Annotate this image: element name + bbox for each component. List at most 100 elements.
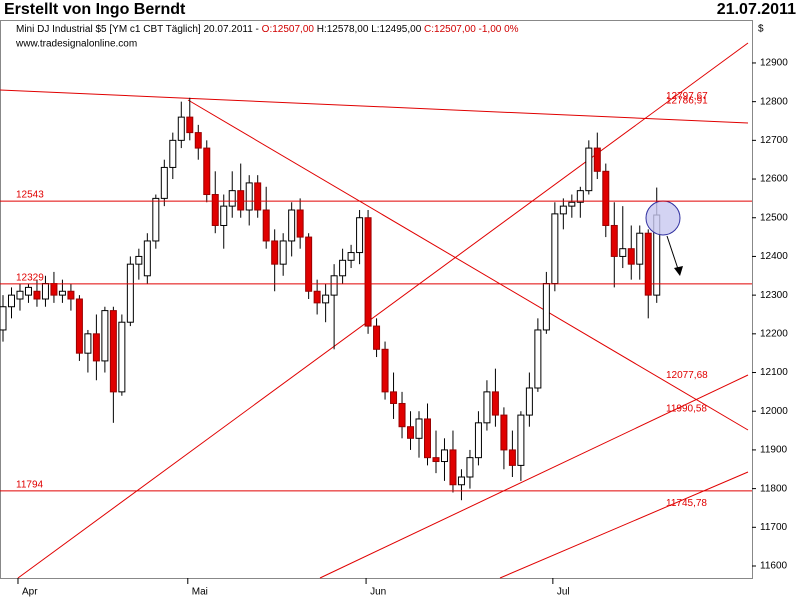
y-tick-label: 11600 — [760, 561, 788, 572]
candle-body — [220, 205, 228, 226]
candle-body — [602, 170, 610, 226]
candle-body — [279, 240, 287, 265]
candle-body — [347, 252, 355, 261]
trend-label: 11990,58 — [666, 404, 707, 415]
trendline — [499, 471, 749, 579]
plot-area — [0, 20, 753, 579]
info: Mini DJ Industrial $5 [YM c1 CBT Täglich… — [15, 24, 519, 50]
author: Erstellt von Ingo Berndt — [4, 1, 186, 18]
y-tick-label: 12900 — [760, 58, 788, 69]
candle-body — [619, 248, 627, 257]
trend-label: 11745,78 — [666, 498, 707, 509]
candle-body — [466, 457, 474, 478]
quote-open: O:12507,00 — [262, 24, 315, 35]
candle-body — [610, 224, 618, 257]
candle-body — [16, 290, 24, 300]
candle-body — [135, 255, 143, 265]
candle-body — [381, 348, 389, 393]
candle-body — [483, 391, 491, 424]
candle-body — [271, 240, 279, 265]
candle-body — [152, 197, 160, 242]
candle-body — [262, 209, 270, 242]
candle-body — [0, 306, 7, 331]
trend-label: 12797,67 — [666, 91, 708, 102]
candle-body — [126, 263, 134, 323]
candle-body — [58, 290, 66, 296]
candle-body — [203, 147, 211, 196]
y-tick-label: 11700 — [760, 522, 788, 533]
candle-body — [491, 391, 499, 416]
candle-body — [415, 418, 423, 439]
y-tick-label: 12100 — [760, 367, 788, 378]
candle-body — [457, 476, 465, 486]
candle-body — [593, 147, 601, 172]
candle-body — [288, 209, 296, 242]
candle-body — [237, 190, 245, 211]
candle-body — [449, 449, 457, 486]
candle-body — [322, 294, 330, 304]
candle-body — [508, 449, 516, 466]
y-tick-label: 12500 — [760, 212, 788, 223]
horizontal-line-label: 11794 — [16, 480, 44, 491]
candle-body — [644, 232, 652, 296]
candle-body — [254, 182, 262, 211]
candle-body — [398, 402, 406, 428]
candle-body — [585, 147, 593, 192]
x-tick-label: Jul — [557, 587, 570, 598]
trendline — [0, 89, 749, 124]
instrument-text: Mini DJ Industrial $5 [YM c1 CBT Täglich… — [16, 24, 259, 35]
trendline — [17, 42, 749, 579]
candle-body — [542, 283, 550, 331]
trend-label: 12786,91 — [666, 95, 708, 106]
trendline — [187, 99, 749, 431]
y-tick-label: 12200 — [760, 328, 788, 339]
candle-body — [551, 213, 559, 285]
candle-body — [517, 414, 525, 466]
candle-body — [33, 290, 41, 300]
y-tick-label: 11900 — [760, 445, 788, 456]
arrow — [666, 235, 680, 273]
highlight-circle — [645, 200, 681, 236]
candle-body — [50, 283, 58, 296]
candle-body — [364, 217, 372, 327]
candle-body — [424, 418, 431, 459]
candle-body — [407, 426, 415, 439]
candle-body — [559, 205, 567, 215]
candle-body — [525, 387, 533, 416]
candle-body — [568, 201, 576, 207]
candle-body — [636, 232, 644, 265]
candle-body — [177, 116, 185, 141]
quote-hl: H:12578,00 L:12495,00 — [317, 24, 422, 35]
candle-body — [75, 298, 83, 354]
date: 21.07.2011 — [717, 1, 796, 18]
trend-label: 12077,68 — [666, 370, 708, 381]
y-tick-label: 11800 — [760, 483, 788, 494]
candle-body — [432, 457, 440, 463]
candles — [0, 97, 661, 501]
candle-body — [440, 449, 448, 463]
candle-body — [7, 294, 15, 308]
candle-body — [41, 283, 49, 300]
y-tick-label: 12400 — [760, 251, 788, 262]
arrow-head — [674, 266, 683, 276]
y-tick-label: 12600 — [760, 174, 788, 185]
x-tick-label: Jun — [370, 587, 386, 598]
quote-close: C:12507,00 -1,00 0% — [424, 24, 519, 35]
candle-body — [211, 194, 219, 226]
candle-body — [67, 290, 75, 300]
candle-body — [245, 182, 253, 211]
candle-body — [143, 240, 151, 277]
candle-body — [330, 275, 338, 296]
candle-body — [160, 166, 168, 199]
candle-body — [534, 329, 542, 389]
trendlines — [0, 42, 749, 579]
candle-body — [186, 116, 194, 134]
candle-body — [109, 310, 117, 393]
trendline — [319, 374, 749, 579]
candle-body — [500, 414, 508, 451]
x-tick-label: Mai — [192, 587, 208, 598]
candle-body — [576, 190, 584, 203]
candle-body — [118, 321, 126, 393]
